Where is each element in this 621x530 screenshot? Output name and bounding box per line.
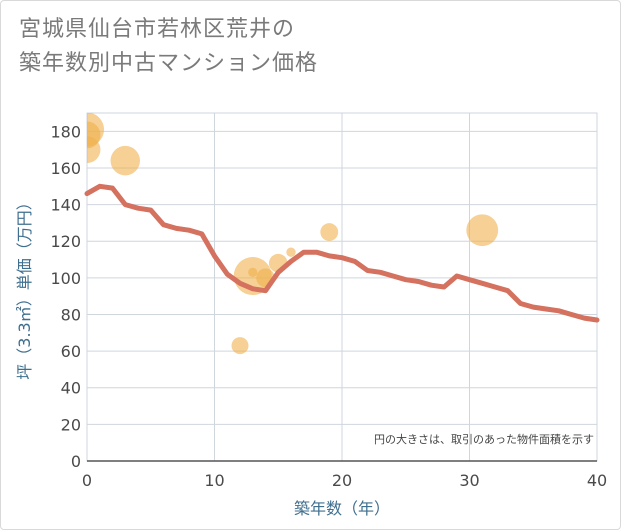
y-tick-label: 140 bbox=[50, 196, 81, 215]
y-tick-label: 120 bbox=[50, 232, 81, 251]
y-tick-label: 80 bbox=[61, 305, 81, 324]
x-tick-label: 20 bbox=[332, 471, 352, 490]
data-point bbox=[232, 337, 249, 354]
x-tick-label: 40 bbox=[587, 471, 607, 490]
data-point bbox=[320, 223, 338, 241]
y-tick-label: 160 bbox=[50, 159, 81, 178]
y-tick-label: 40 bbox=[61, 379, 81, 398]
x-tick-labels: 0 10 20 30 40 bbox=[82, 471, 607, 490]
x-axis-label: 築年数（年） bbox=[294, 499, 390, 518]
data-point bbox=[111, 146, 140, 175]
x-tick-label: 30 bbox=[459, 471, 479, 490]
size-note: 円の大きさは、取引のあった物件面積を示す bbox=[374, 432, 594, 446]
x-tick-label: 0 bbox=[82, 471, 92, 490]
y-tick-labels: 0 20 40 60 80 100 120 140 160 180 bbox=[50, 122, 81, 471]
y-tick-label: 100 bbox=[50, 269, 81, 288]
chart-svg: 0 10 20 30 40 0 20 40 60 80 100 120 140 160 180 築年数（年… bbox=[0, 0, 621, 530]
y-tick-label: 20 bbox=[61, 415, 81, 434]
data-point bbox=[286, 248, 295, 257]
y-tick-label: 0 bbox=[71, 452, 81, 471]
y-tick-label: 180 bbox=[50, 122, 81, 141]
y-tick-label: 60 bbox=[61, 342, 81, 361]
y-axis-label: 坪（3.3㎡）単価（万円） bbox=[15, 194, 34, 379]
data-point bbox=[466, 214, 498, 246]
x-tick-label: 10 bbox=[204, 471, 224, 490]
